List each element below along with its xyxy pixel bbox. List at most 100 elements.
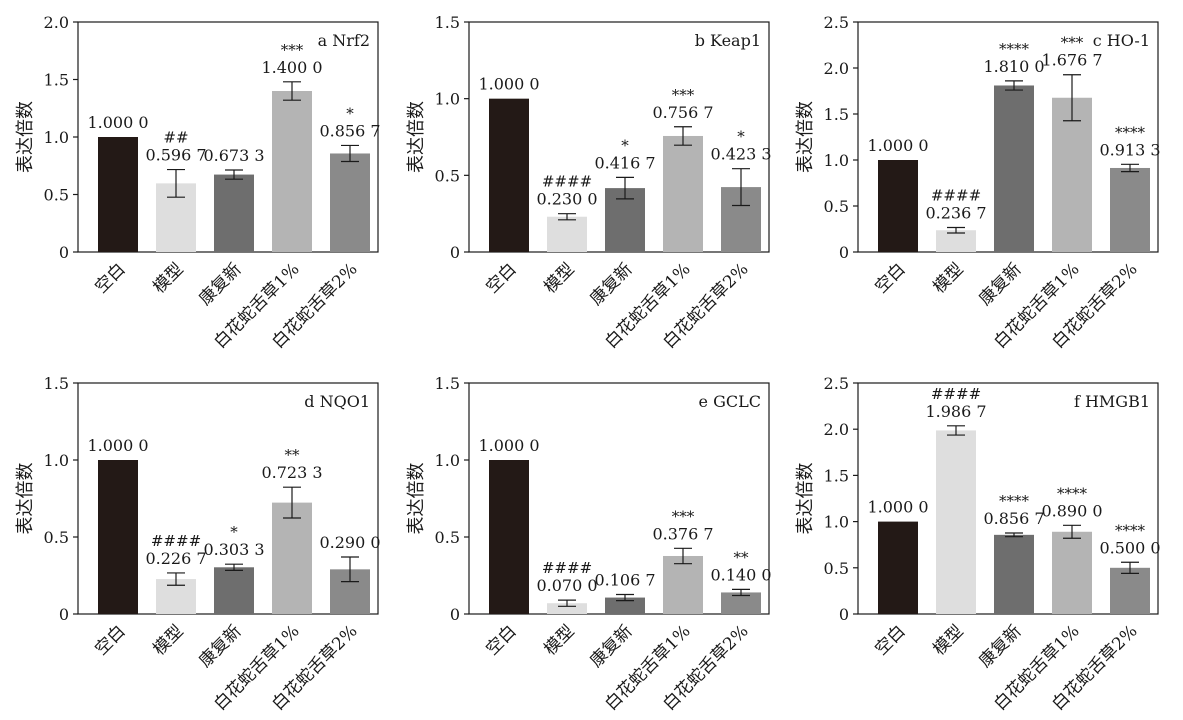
y-tick-label: 0.5 [824,197,849,216]
y-tick-label: 2.5 [824,13,849,32]
bar [1110,567,1150,614]
bar [663,135,703,252]
x-tick-label: 康复新 [586,259,636,309]
significance-marker: ## [163,129,188,147]
data-label: 1.000 0 [478,75,539,94]
bar [98,460,138,614]
y-tick-label: 1.5 [44,71,69,90]
y-tick-label: 2.0 [824,420,849,439]
y-tick-label: 1.0 [435,90,460,109]
significance-marker: **** [1115,123,1146,141]
x-tick-label: 康复新 [975,621,1025,671]
data-label: 1.986 7 [925,402,986,421]
bar [1052,531,1092,614]
significance-marker: **** [999,40,1030,58]
data-label: 0.070 0 [536,576,597,595]
y-tick-label: 2.5 [824,374,849,393]
bar [994,534,1034,614]
data-label: 0.106 7 [594,570,655,589]
significance-marker: * [346,104,354,122]
bar [330,153,370,252]
data-label: 1.000 0 [867,136,928,155]
data-label: 0.890 0 [1041,501,1102,520]
significance-marker: **** [1115,521,1146,539]
x-tick-label: 康复新 [975,259,1025,309]
y-tick-label: 1.5 [435,374,460,393]
bar [489,460,529,614]
x-tick-label: 空白 [482,259,520,297]
y-axis-label: 表达倍数 [795,101,816,173]
y-tick-label: 1.5 [824,105,849,124]
panel-title: d NQO1 [304,392,370,411]
significance-marker: ** [285,446,301,464]
data-label: 0.856 7 [983,509,1044,528]
data-label: 0.416 7 [594,153,655,172]
significance-marker: **** [999,492,1030,510]
y-tick-label: 2.0 [824,59,849,78]
chart-panel-f: 0 0.5 1.0 1.5 2.0 2.5 表达倍数 f HMGB1 1.000 0 空白 1.98… [795,374,1161,715]
significance-marker: **** [1057,484,1088,502]
bar [272,91,312,252]
data-label: 1.000 0 [87,113,148,132]
significance-marker: *** [1061,34,1084,52]
significance-marker: *** [672,507,695,525]
y-tick-label: 0.5 [435,166,460,185]
data-label: 1.000 0 [867,498,928,517]
y-tick-label: 1.0 [824,151,849,170]
data-label: 1.400 0 [261,58,322,77]
y-axis-label: 表达倍数 [15,101,36,173]
x-tick-label: 模型 [540,259,578,297]
y-tick-label: 0 [450,605,460,624]
data-label: 1.810 0 [983,57,1044,76]
x-tick-label: 模型 [149,621,187,659]
bar [936,430,976,614]
bar [272,502,312,614]
data-label: 0.303 3 [203,540,264,559]
significance-marker: ** [734,548,750,566]
panel-title: f HMGB1 [1074,392,1150,411]
data-label: 0.673 3 [203,146,264,165]
y-tick-label: 1.0 [44,451,69,470]
panel-title: b Keap1 [695,31,761,50]
y-tick-label: 0 [59,605,69,624]
x-tick-label: 空白 [871,259,909,297]
data-label: 0.140 0 [710,565,771,584]
data-label: 0.423 3 [710,145,771,164]
panel-title: c HO-1 [1093,31,1150,50]
data-label: 0.596 7 [145,146,206,165]
data-label: 1.676 7 [1041,51,1102,70]
significance-marker: #### [542,173,592,191]
significance-marker: * [737,128,745,146]
bar [936,230,976,252]
bar [214,174,254,252]
y-tick-label: 2.0 [44,13,69,32]
y-tick-label: 0 [59,243,69,262]
bar [214,567,254,614]
bar [1110,167,1150,252]
data-label: 1.000 0 [478,436,539,455]
y-tick-label: 0 [839,605,849,624]
data-label: 0.230 0 [536,190,597,209]
significance-marker: * [621,136,629,154]
significance-marker: #### [931,186,981,204]
bar [994,85,1034,252]
y-axis-label: 表达倍数 [406,101,427,173]
chart-panel-d: 0 0.5 1.0 1.5 表达倍数 d NQO1 1.000 0 空白 0.226 7####… [15,374,381,715]
data-label: 0.376 7 [652,524,713,543]
bar [547,603,587,614]
bar [605,597,645,614]
data-label: 0.500 0 [1099,538,1160,557]
x-tick-label: 模型 [929,259,967,297]
panel-title: a Nrf2 [318,31,370,50]
x-tick-label: 空白 [91,259,129,297]
significance-marker: *** [672,86,695,104]
panel-title: e GCLC [699,392,761,411]
bar [878,160,918,252]
y-tick-label: 1.5 [44,374,69,393]
y-tick-label: 1.0 [824,513,849,532]
bar [1052,97,1092,253]
bar [547,216,587,252]
y-tick-label: 0 [450,243,460,262]
x-tick-label: 空白 [91,621,129,659]
